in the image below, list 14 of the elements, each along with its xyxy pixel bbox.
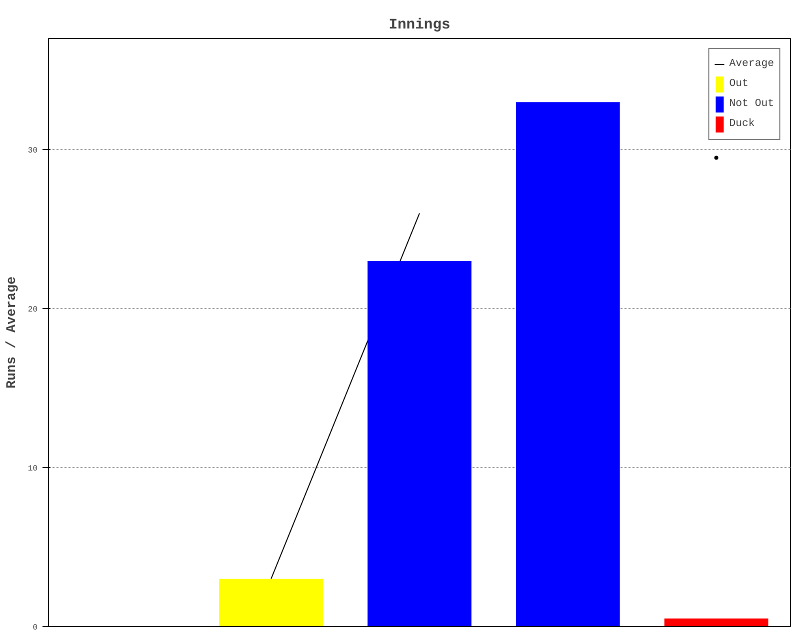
bar (516, 102, 620, 626)
y-tick-label: 20 (28, 306, 38, 315)
bar (219, 578, 324, 626)
y-tick-label: 10 (28, 464, 38, 474)
legend-label: Not Out (729, 98, 774, 110)
legend-label: Out (729, 78, 750, 90)
chart-title: Innings (388, 18, 450, 34)
y-tick-label: 30 (28, 146, 38, 156)
bar (664, 618, 768, 626)
y-axis-title: Runs / Average (4, 276, 20, 388)
legend-label: Duck (729, 118, 755, 130)
legend-label: Average (729, 58, 774, 70)
bar (368, 260, 472, 626)
y-tick-label: 0 (32, 624, 38, 632)
